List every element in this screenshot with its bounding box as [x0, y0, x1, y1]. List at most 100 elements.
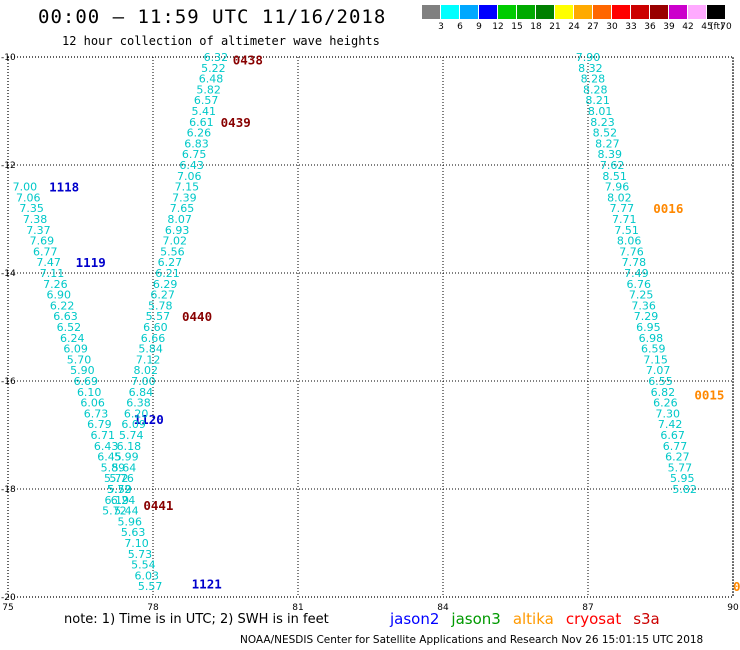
wave-height-label: 6.57	[194, 94, 219, 107]
wave-height-label: 5.99	[114, 451, 139, 464]
wave-height-label: 8.27	[595, 137, 620, 150]
wave-height-label: 5.72	[104, 472, 129, 485]
time-label: 0016	[653, 201, 683, 216]
legend-swatch	[593, 5, 612, 19]
time-label: 1120	[134, 412, 164, 427]
time-label: 1118	[49, 180, 79, 195]
wave-height-label: 7.12	[136, 353, 161, 366]
wave-height-label: 6.06	[80, 397, 105, 410]
wave-height-label: 7.07	[646, 364, 671, 377]
wave-height-label: 7.15	[175, 181, 200, 194]
wave-height-label: 5.56	[160, 245, 185, 258]
wave-height-label: 6.61	[189, 116, 214, 129]
wave-height-label: 5.63	[121, 526, 146, 539]
wave-height-label: 7.90	[576, 51, 601, 64]
wave-height-label: 5.82	[672, 483, 697, 496]
satellite-altika: altika	[512, 610, 554, 628]
legend-swatch	[612, 5, 631, 19]
wave-height-label: 8.02	[607, 191, 632, 204]
wave-height-label: 7.11	[40, 267, 65, 280]
wave-height-label: 5.96	[118, 515, 143, 528]
wave-height-label: 6.55	[648, 375, 673, 388]
legend-swatch	[650, 5, 669, 19]
y-tick-label: -16	[1, 377, 16, 387]
wave-height-label: 5.89	[101, 461, 126, 474]
wave-height-label: 5.70	[67, 353, 92, 366]
legend-swatch	[555, 5, 574, 19]
legend-label: 6	[457, 22, 463, 32]
time-label: 0440	[182, 309, 212, 324]
wave-height-label: 8.01	[588, 105, 613, 118]
wave-height-label: 7.02	[163, 235, 188, 248]
legend-label: 24	[568, 22, 580, 32]
legend-label: 45	[701, 22, 713, 32]
wave-height-label: 8.28	[583, 83, 608, 96]
wave-height-label: 6.84	[129, 386, 154, 399]
legend-swatch	[517, 5, 536, 19]
wave-height-label: 6.52	[57, 321, 82, 334]
legend-label: 33	[625, 22, 637, 32]
wave-height-label: 5.59	[107, 483, 132, 496]
wave-height-label: 7.30	[656, 407, 681, 420]
wave-height-label: 6.76	[627, 278, 652, 291]
wave-height-label: 5.84	[138, 343, 163, 356]
x-tick-label: 87	[582, 603, 593, 613]
wave-height-label: 6.03	[134, 569, 159, 582]
wave-height-label: 5.77	[668, 461, 693, 474]
time-label: 0441	[143, 498, 173, 513]
satellite-legend: jason2 jason3 altika cryosat s3a	[390, 610, 672, 628]
wave-height-label: 5.72	[107, 483, 132, 496]
wave-height-label: 8.28	[581, 73, 606, 86]
legend-swatch	[498, 5, 517, 19]
wave-height-label: 6.24	[60, 332, 85, 345]
wave-height-label: 6.98	[639, 332, 664, 345]
wave-height-label: 6.77	[663, 440, 688, 453]
wave-height-label: 8.02	[134, 364, 159, 377]
wave-height-label: 5.95	[670, 472, 695, 485]
wave-height-label: 6.95	[636, 321, 661, 334]
wave-height-label: 6.27	[150, 289, 175, 302]
wave-height-label: 7.36	[631, 299, 656, 312]
wave-height-label: 6.19	[105, 494, 130, 507]
wave-height-label: 6.32	[204, 51, 229, 64]
wave-height-label: 7.51	[614, 224, 639, 237]
wave-height-label: 7.25	[629, 289, 654, 302]
wave-height-label: 8.52	[593, 127, 618, 140]
wave-height-label: 7.71	[612, 213, 637, 226]
x-tick-label: 90	[727, 603, 739, 613]
note-text: note: 1) Time is in UTC; 2) SWH is in fe…	[64, 612, 329, 627]
legend-label: 30	[606, 22, 618, 32]
wave-height-label: 7.47	[36, 256, 61, 269]
wave-height-label: 8.23	[590, 116, 615, 129]
wave-height-label: 6.38	[126, 397, 151, 410]
wave-height-label: 7.96	[605, 181, 630, 194]
footer-credit: NOAA/NESDIS Center for Satellite Applica…	[240, 634, 704, 646]
wave-height-label: 6.83	[184, 137, 209, 150]
legend-label: 39	[663, 22, 675, 32]
legend-label: 36	[644, 22, 656, 32]
wave-height-label: 6.45	[97, 451, 122, 464]
wave-height-label: 7.29	[634, 310, 659, 323]
x-tick-label: 81	[292, 603, 303, 613]
x-tick-label: 84	[437, 603, 449, 613]
legend-unit: (ft)	[710, 22, 724, 32]
time-label: 0015	[694, 388, 724, 403]
wave-height-label: 7.76	[619, 245, 644, 258]
wave-height-label: 6.60	[143, 321, 168, 334]
legend-label: 3	[438, 22, 444, 32]
wave-height-label: 5.72	[102, 505, 127, 518]
wave-height-label: 6.43	[94, 440, 119, 453]
wave-height-label: 5.41	[192, 105, 217, 118]
wave-height-label: 5.44	[114, 505, 139, 518]
wave-height-label: 6.29	[153, 278, 178, 291]
y-tick-label: -12	[1, 161, 16, 171]
wave-height-label: 8.21	[585, 94, 610, 107]
wave-height-label: 6.26	[653, 397, 678, 410]
wave-height-label: 7.78	[622, 256, 647, 269]
wave-height-label: 5.73	[128, 548, 153, 561]
legend-label: 27	[587, 22, 599, 32]
wave-height-label: 6.22	[50, 299, 75, 312]
wave-height-label: 6.24	[111, 494, 136, 507]
legend-swatch	[631, 5, 650, 19]
